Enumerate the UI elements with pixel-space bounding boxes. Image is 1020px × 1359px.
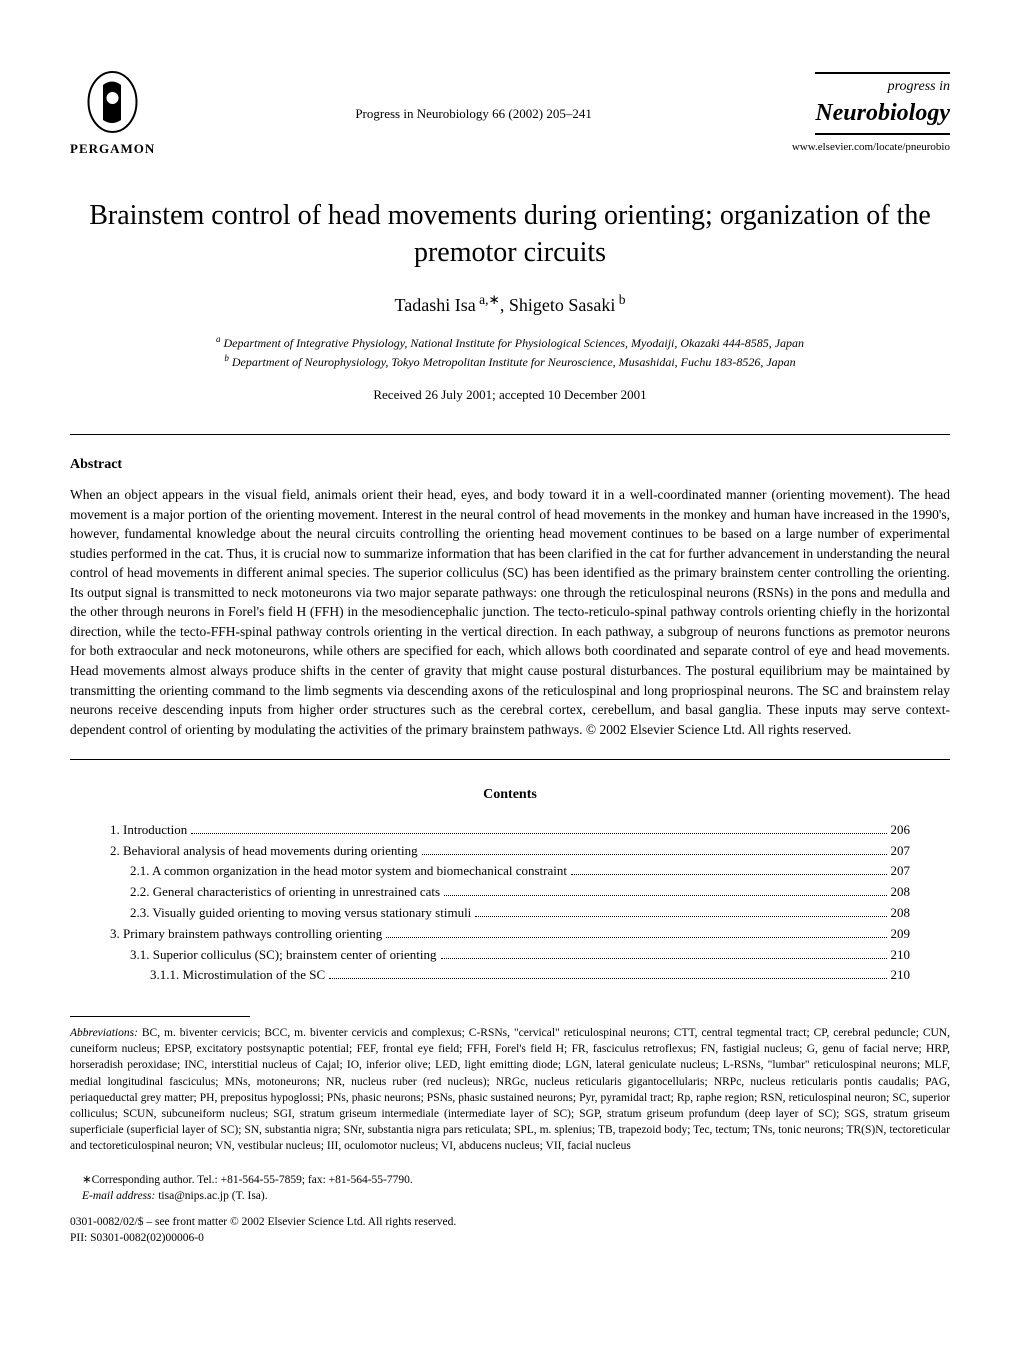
received-date: Received 26 July 2001; accepted 10 Decem…	[70, 386, 950, 404]
journal-prefix: progress in	[815, 77, 950, 97]
contents-heading: Contents	[70, 785, 950, 805]
authors: Tadashi Isa a,∗, Shigeto Sasaki b	[70, 291, 950, 318]
contents-dots	[571, 874, 887, 875]
footnote-separator	[70, 1016, 250, 1017]
author-1-affil: a,∗	[476, 292, 500, 307]
contents-item-page: 208	[891, 882, 911, 903]
email-label: E-mail address:	[82, 1190, 155, 1202]
email-value: tisa@nips.ac.jp (T. Isa).	[155, 1190, 267, 1202]
article-title: Brainstem control of head movements duri…	[70, 198, 950, 271]
abbreviations-label: Abbreviations:	[70, 1027, 138, 1039]
journal-url: www.elsevier.com/locate/pneurobio	[792, 140, 950, 155]
contents-item: 2.1. A common organization in the head m…	[110, 861, 910, 882]
contents-item: 3.1.1. Microstimulation of the SC 210	[110, 965, 910, 986]
contents-item: 2. Behavioral analysis of head movements…	[110, 841, 910, 862]
contents-dots	[191, 833, 886, 834]
publisher-block: PERGAMON	[70, 70, 155, 158]
contents-item-label: 2.3. Visually guided orienting to moving…	[130, 903, 471, 924]
contents-item: 2.2. General characteristics of orientin…	[110, 882, 910, 903]
contents-dots	[475, 916, 886, 917]
contents-dots	[422, 854, 887, 855]
corresponding-author: ∗Corresponding author. Tel.: +81-564-55-…	[82, 1172, 950, 1188]
contents-item: 2.3. Visually guided orienting to moving…	[110, 903, 910, 924]
contents-item-page: 209	[891, 924, 911, 945]
author-1: Tadashi Isa	[395, 295, 476, 315]
divider	[70, 434, 950, 435]
affiliations: a Department of Integrative Physiology, …	[70, 333, 950, 371]
copyright-line: 0301-0082/02/$ – see front matter © 2002…	[70, 1214, 950, 1230]
contents-item-label: 2.1. A common organization in the head m…	[130, 861, 567, 882]
affiliation-a: a Department of Integrative Physiology, …	[70, 333, 950, 352]
contents-item-label: 2. Behavioral analysis of head movements…	[110, 841, 418, 862]
author-2: Shigeto Sasaki	[509, 295, 616, 315]
contents-item-page: 210	[891, 945, 911, 966]
contents-item: 3.1. Superior colliculus (SC); brainstem…	[110, 945, 910, 966]
affiliation-b: b Department of Neurophysiology, Tokyo M…	[70, 352, 950, 371]
contents-dots	[441, 958, 887, 959]
publisher-name: PERGAMON	[70, 140, 155, 158]
contents-dots	[444, 895, 886, 896]
journal-block: progress in Neurobiology www.elsevier.co…	[792, 72, 950, 156]
contents-item-label: 2.2. General characteristics of orientin…	[130, 882, 440, 903]
pii: PII: S0301-0082(02)00006-0	[70, 1230, 950, 1246]
contents-item-page: 207	[891, 861, 911, 882]
journal-banner: progress in Neurobiology	[815, 72, 950, 135]
contents-item-label: 3.1. Superior colliculus (SC); brainstem…	[130, 945, 437, 966]
journal-name: Neurobiology	[815, 97, 950, 131]
contents-item-label: 3. Primary brainstem pathways controllin…	[110, 924, 382, 945]
header: PERGAMON Progress in Neurobiology 66 (20…	[70, 70, 950, 158]
abbreviations-text: BC, m. biventer cervicis; BCC, m. bivent…	[70, 1027, 950, 1152]
contents-list: 1. Introduction 206 2. Behavioral analysis…	[110, 820, 910, 986]
contents-item-page: 207	[891, 841, 911, 862]
abstract-heading: Abstract	[70, 455, 950, 475]
contents-item-page: 206	[891, 820, 911, 841]
contents-item-page: 208	[891, 903, 911, 924]
email: E-mail address: tisa@nips.ac.jp (T. Isa)…	[82, 1188, 950, 1204]
contents-item: 3. Primary brainstem pathways controllin…	[110, 924, 910, 945]
author-2-affil: b	[615, 292, 625, 307]
contents-item-page: 210	[891, 965, 911, 986]
contents-dots	[386, 937, 886, 938]
citation: Progress in Neurobiology 66 (2002) 205–2…	[355, 105, 592, 123]
divider	[70, 759, 950, 760]
contents-item-label: 1. Introduction	[110, 820, 187, 841]
pergamon-logo-icon	[85, 70, 140, 135]
abstract-text: When an object appears in the visual fie…	[70, 485, 950, 739]
contents-item-label: 3.1.1. Microstimulation of the SC	[150, 965, 325, 986]
contents-item: 1. Introduction 206	[110, 820, 910, 841]
abbreviations-footnote: Abbreviations: BC, m. biventer cervicis;…	[70, 1025, 950, 1154]
contents-dots	[329, 978, 886, 979]
